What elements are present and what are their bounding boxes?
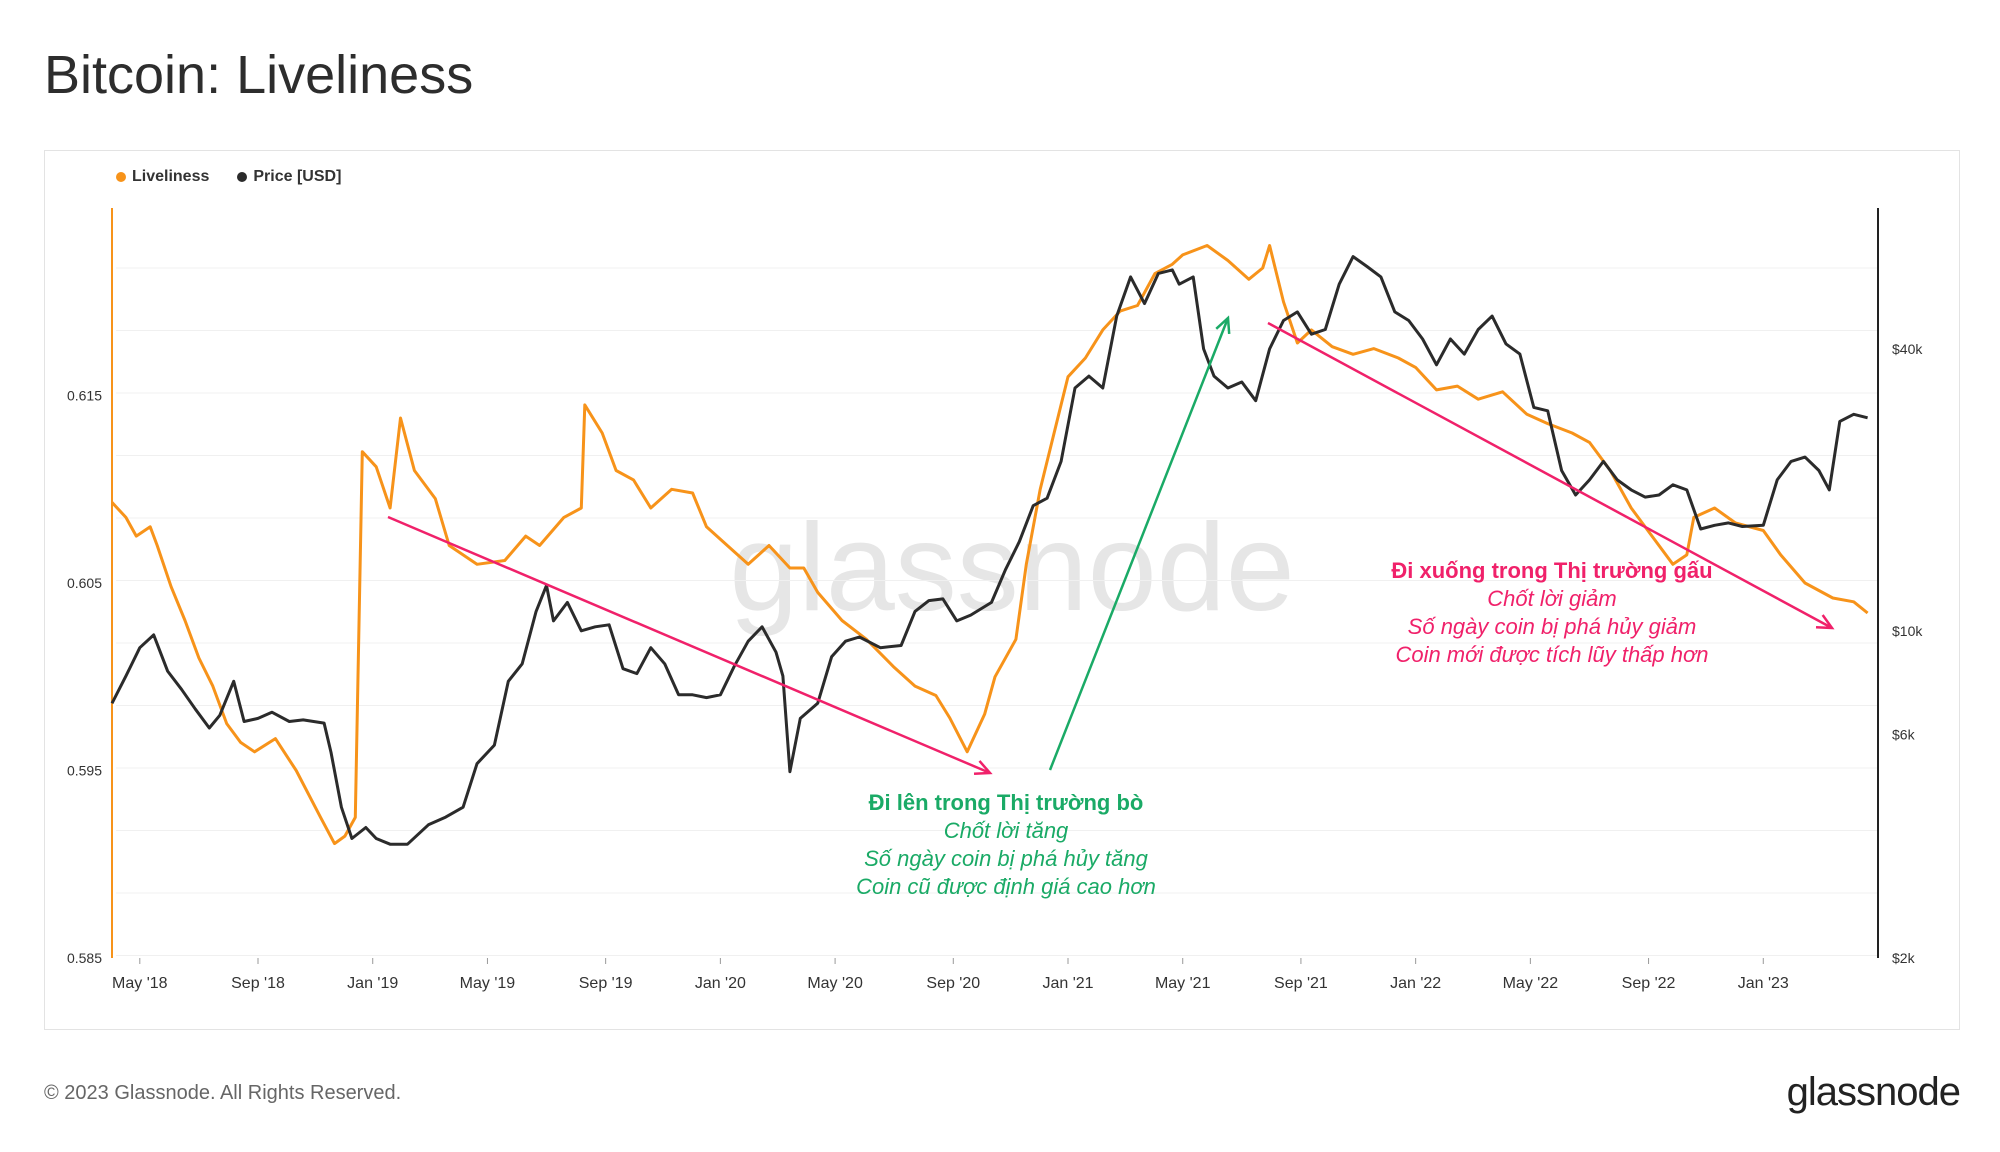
bear-annotation-title: Đi xuống trong Thị trường gấu	[1391, 558, 1712, 583]
x-tick-label: May '19	[460, 975, 516, 992]
left-tick-label: 0.585	[67, 950, 102, 966]
legend-label-liveliness: Liveliness	[132, 168, 210, 185]
x-tick-label: Sep '19	[579, 975, 633, 992]
x-tick-label: Jan '20	[695, 975, 746, 992]
axes: 0.585 0.595 0.605 0.615 $2k $6k $10k $40k May '1…	[67, 208, 1923, 992]
x-tick-label: Sep '18	[231, 975, 285, 992]
bull-annotation-line: Chốt lời tăng	[944, 818, 1069, 843]
left-tick-label: 0.605	[67, 575, 102, 591]
bear-arrow-2018-shaft	[387, 515, 991, 775]
x-tick-label: May '22	[1503, 975, 1559, 992]
chart-frame	[44, 150, 1960, 1030]
bear-arrow-2018-head	[973, 760, 993, 776]
bear-annotation-line: Số ngày coin bị phá hủy giảm	[1408, 614, 1697, 639]
x-tick-label: May '18	[112, 975, 168, 992]
x-tick-label: May '20	[807, 975, 863, 992]
x-tick-label: Sep '20	[926, 975, 980, 992]
bear-annotation-line: Chốt lời giảm	[1487, 586, 1616, 611]
bull-annotation-line: Coin cũ được định giá cao hơn	[856, 874, 1156, 899]
right-tick-label: $40k	[1892, 341, 1923, 357]
bear-arrow-2018	[387, 515, 993, 776]
x-tick-label: May '21	[1155, 975, 1211, 992]
bear-annotation: Đi xuống trong Thị trường gấu Chốt lời gi…	[1391, 558, 1712, 667]
bull-annotation: Đi lên trong Thị trường bò Chốt lời tăng S…	[856, 790, 1156, 899]
x-tick-label: Jan '21	[1042, 975, 1093, 992]
bear-arrow-2022-head	[1815, 614, 1835, 630]
left-tick-label: 0.615	[67, 388, 102, 404]
price-line	[110, 255, 1868, 846]
x-tick-label: Sep '21	[1274, 975, 1328, 992]
right-tick-label: $10k	[1892, 623, 1923, 639]
watermark: glassnode	[729, 499, 1294, 637]
copyright-footer: © 2023 Glassnode. All Rights Reserved.	[44, 1082, 402, 1104]
bear-arrow-2022	[1267, 321, 1835, 630]
x-tick-label: Jan '22	[1390, 975, 1441, 992]
left-tick-label: 0.595	[67, 763, 102, 779]
bear-arrow-2022-shaft	[1267, 321, 1833, 630]
legend-item-liveliness[interactable]: Liveliness	[116, 168, 209, 186]
brand-logo[interactable]: glassnode	[1786, 1070, 1961, 1114]
x-tick-label: Jan '19	[347, 975, 398, 992]
legend-item-price[interactable]: Price [USD]	[237, 168, 341, 186]
bull-arrow-shaft	[1048, 317, 1230, 771]
x-tick-label: Jan '23	[1738, 975, 1789, 992]
right-tick-label: $2k	[1892, 950, 1916, 966]
page-title: Bitcoin: Liveliness	[44, 45, 474, 105]
chart-legend: Liveliness Price [USD]	[116, 168, 341, 186]
grid-lines	[116, 267, 1878, 956]
legend-dot-price	[237, 172, 248, 182]
bear-annotation-line: Coin mới được tích lũy thấp hơn	[1395, 642, 1708, 667]
legend-dot-liveliness	[116, 172, 126, 182]
series-layer	[110, 244, 1869, 846]
x-tick-label: Sep '22	[1622, 975, 1676, 992]
legend-label-price: Price [USD]	[253, 168, 342, 185]
bull-annotation-title: Đi lên trong Thị trường bò	[869, 790, 1144, 815]
right-tick-label: $6k	[1892, 727, 1916, 743]
annotations: Đi lên trong Thị trường bò Chốt lời tăng S…	[387, 315, 1835, 899]
bull-arrow-head	[1215, 315, 1231, 335]
bull-annotation-line: Số ngày coin bị phá hủy tăng	[864, 846, 1149, 871]
liveliness-line	[110, 244, 1869, 846]
bull-arrow	[1048, 315, 1231, 771]
